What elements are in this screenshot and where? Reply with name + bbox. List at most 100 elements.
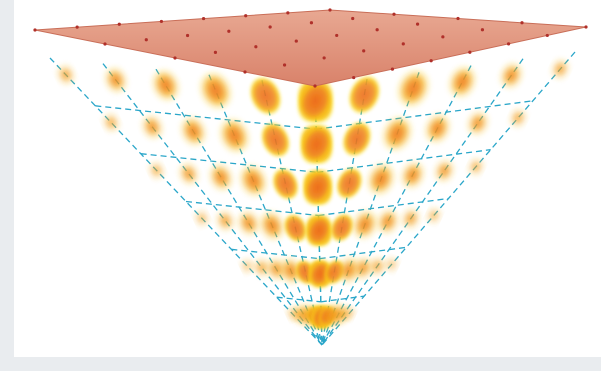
spot [197,212,207,224]
tissue-dot [351,16,355,21]
tissue-dot [33,28,37,32]
spot [260,122,291,158]
tissue-dot [375,28,379,32]
dashed-line [320,295,365,303]
spot [261,213,283,238]
tissue-dot [244,14,248,18]
spot [323,259,346,285]
tissue-dot [429,59,433,63]
tissue-dot [117,22,121,26]
tissue-dot [75,25,79,29]
spot [342,121,372,157]
spot [305,213,333,248]
spot [241,166,265,195]
tissue-dot [392,12,396,16]
tissue-dot [441,35,445,39]
dashed-line [316,100,533,130]
spot [151,164,162,177]
dashed-line [102,63,323,346]
dashed-line [185,200,319,217]
spot [399,71,428,105]
spot [502,64,521,87]
spot [107,69,125,91]
tissue-dot [282,63,287,67]
spot [379,211,397,232]
spot [554,61,567,77]
spot [281,259,300,282]
dashed-line [276,296,321,303]
spot [338,307,349,321]
tissue-dot [254,45,258,49]
tissue-dot [268,25,272,29]
spot [268,260,284,279]
spot [296,78,335,124]
tissue-dot [309,21,314,25]
spot [272,167,299,201]
spot [369,165,393,193]
spot [201,73,230,108]
tissue-dot [144,38,148,42]
spot [387,259,396,270]
tissue-dot [352,75,356,80]
tissue-dot [415,22,420,26]
spot [437,162,452,180]
tissue-dot [456,16,460,21]
spot [154,71,177,99]
spot [335,167,363,200]
tissue-dot [401,42,405,46]
tissue-dot [173,56,177,60]
tissue-dot [520,21,524,25]
dashed-line [319,246,407,260]
spot [59,67,73,83]
tissue-dot [227,29,231,33]
dashed-line [231,248,320,260]
tissue-dot [213,50,218,54]
tissue-dot [335,33,339,38]
spot [329,213,354,243]
spot [249,76,282,116]
tissue-dot [362,49,366,53]
spot [355,259,371,278]
dashed-line [208,74,323,346]
spot [218,212,232,229]
dashed-line [321,65,472,346]
spot [469,113,486,133]
tissue-dot [545,33,549,38]
tissue-dot [506,42,511,46]
tissue-dot [201,16,206,21]
spot [221,120,247,151]
spot [512,111,524,125]
dashed-line [318,197,449,217]
dashed-line [140,153,318,173]
spot [403,163,422,187]
spot [345,308,353,318]
spot [240,213,258,234]
tissue-dot [390,67,395,71]
spots [59,61,567,330]
spot [183,118,204,144]
spot [384,118,410,149]
tissue-dot [322,56,326,60]
spot [429,209,439,222]
spot [299,123,334,165]
spot [211,165,231,189]
spot [404,210,418,227]
tissue-dot [480,28,485,32]
tissue-dot [185,33,190,38]
spot [144,117,161,137]
tissue-dot [584,25,588,29]
tissue-dot [294,39,298,43]
tissue-dot [159,19,164,24]
spot [256,260,268,275]
spot [243,261,252,272]
spot [283,213,308,243]
tissue-dot [243,70,247,74]
dashed-line [95,105,317,130]
spot [427,116,448,141]
spot [354,212,376,237]
spot [451,68,474,96]
spot [105,115,117,130]
spot [371,259,384,274]
